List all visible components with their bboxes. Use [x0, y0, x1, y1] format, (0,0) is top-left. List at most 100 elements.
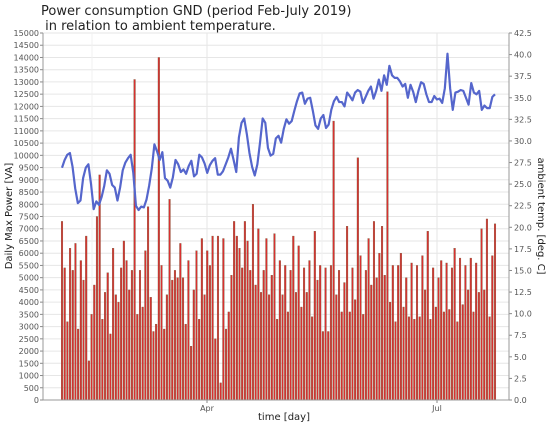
power-bar: [200, 238, 203, 401]
power-bar: [432, 267, 435, 401]
power-bar: [485, 218, 488, 401]
x-tick-label: Jul: [431, 404, 442, 413]
power-bar: [95, 216, 98, 401]
y-tick-label: 4000: [19, 298, 39, 307]
power-bar: [98, 174, 101, 401]
x-tick-label: Apr: [200, 404, 215, 413]
power-bar: [410, 262, 413, 401]
power-bar: [206, 250, 209, 401]
power-bar: [367, 238, 370, 401]
power-bar: [265, 238, 268, 401]
y2-tick-label: 20.0: [514, 223, 532, 232]
power-bar: [101, 319, 104, 401]
power-bar: [415, 265, 419, 401]
power-bar: [211, 235, 214, 401]
power-bar: [112, 248, 115, 401]
power-bar: [144, 250, 147, 401]
power-bar: [276, 319, 279, 401]
power-bar: [413, 319, 416, 401]
y2-tick-label: 35.0: [514, 94, 532, 103]
y2-tick-label: 17.5: [514, 245, 532, 254]
y-tick-label: 12000: [14, 102, 39, 111]
power-bar: [71, 270, 74, 401]
y-tick-label: 13000: [14, 78, 39, 87]
power-bar: [136, 314, 139, 401]
y-tick-label: 5000: [19, 274, 39, 283]
power-bar: [332, 120, 335, 401]
y2-tick-label: 7.5: [514, 331, 527, 340]
power-bar: [346, 226, 349, 401]
y2-tick-label: 5.0: [514, 353, 527, 362]
power-bar: [456, 321, 459, 401]
y-tick-label: 500: [24, 384, 39, 393]
power-bar: [66, 321, 69, 401]
y2-tick-label: 30.0: [514, 137, 532, 146]
power-bar: [359, 255, 362, 401]
y2-tick-label: 22.5: [514, 202, 532, 211]
power-bar: [351, 267, 354, 401]
power-bar: [138, 270, 142, 401]
power-bar: [461, 304, 464, 401]
y2-axis-label: ambient temp. [deg. C]: [535, 157, 546, 274]
power-bar: [120, 267, 123, 401]
x-axis-label: time [day]: [258, 412, 310, 423]
power-bar: [63, 267, 66, 401]
power-bar: [219, 382, 222, 401]
power-bar: [69, 248, 72, 401]
power-bar: [329, 265, 332, 401]
y2-tick-label: 12.5: [514, 288, 532, 297]
power-bar: [235, 235, 238, 401]
power-bar: [321, 331, 324, 401]
y-tick-label: 11000: [14, 127, 39, 136]
y-tick-label: 4500: [19, 286, 39, 295]
power-bar: [163, 328, 166, 401]
y-tick-label: 8500: [19, 188, 39, 197]
power-bar: [440, 260, 443, 401]
power-bar: [313, 231, 316, 401]
power-bar: [216, 235, 219, 401]
y2-tick-label: 42.5: [514, 29, 532, 38]
power-bar: [93, 284, 96, 401]
power-bar: [426, 231, 429, 401]
power-bar: [424, 289, 427, 401]
power-bar: [480, 228, 483, 401]
power-bar: [464, 265, 467, 401]
power-bar: [421, 255, 424, 401]
power-bar: [203, 294, 206, 401]
y-tick-label: 14500: [14, 41, 39, 50]
power-bar: [85, 235, 88, 401]
power-bar: [90, 314, 93, 401]
power-bar: [389, 301, 392, 401]
power-bar: [106, 272, 109, 401]
power-bar: [238, 248, 241, 401]
power-bar: [179, 243, 182, 401]
power-bar: [278, 260, 281, 401]
y2-tick-label: 15.0: [514, 266, 532, 275]
power-bar: [399, 253, 402, 401]
power-bar: [319, 265, 322, 401]
power-bar: [338, 270, 341, 401]
power-bar: [453, 248, 456, 401]
power-bar: [286, 311, 289, 401]
power-bar: [467, 289, 470, 401]
power-bar: [491, 255, 494, 401]
y2-tick-label: 0.0: [514, 396, 527, 405]
power-bar: [324, 267, 327, 401]
y-tick-label: 15000: [14, 29, 39, 38]
y2-tick-label: 32.5: [514, 115, 532, 124]
y2-tick-label: 37.5: [514, 72, 532, 81]
power-bar: [246, 240, 249, 401]
y-tick-label: 7500: [19, 213, 39, 222]
power-bar: [407, 316, 410, 401]
power-bar: [348, 311, 351, 401]
y2-tick-label: 10.0: [514, 310, 532, 319]
power-bar: [445, 262, 448, 401]
power-bar: [483, 289, 486, 401]
y-tick-label: 2000: [19, 347, 39, 356]
power-bar: [87, 360, 90, 401]
y-tick-label: 9500: [19, 164, 39, 173]
power-bar: [147, 206, 150, 401]
power-bar: [294, 292, 297, 401]
power-bar: [165, 294, 168, 401]
power-bar: [305, 292, 308, 401]
